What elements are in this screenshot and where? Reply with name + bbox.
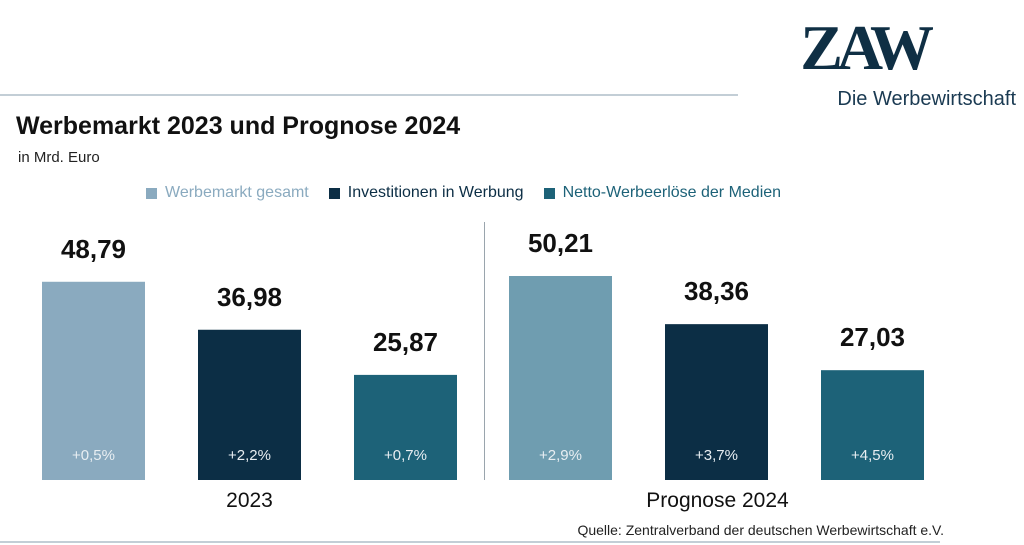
bar-1-series-1 — [42, 281, 145, 480]
logo-tagline: Die Werbewirtschaft — [837, 88, 1016, 110]
change-label: +2,2% — [228, 447, 271, 464]
top-rule — [0, 94, 738, 96]
legend-label-series-2: Investitionen in Werbung — [347, 184, 524, 201]
bar-2-series-1 — [509, 276, 612, 480]
legend-swatch-series-2 — [328, 187, 340, 199]
category-label: 2023 — [226, 489, 273, 512]
legend-item-series-1: Werbemarkt gesamt — [146, 184, 309, 202]
value-label: 25,87 — [373, 327, 438, 357]
bar-2-series-3 — [821, 370, 924, 480]
change-label: +0,5% — [72, 447, 115, 464]
legend: Werbemarkt gesamt Investitionen in Werbu… — [146, 184, 781, 202]
bar-1-series-2 — [198, 329, 301, 480]
group-divider — [484, 222, 485, 480]
category-label: Prognose 2024 — [646, 489, 789, 512]
change-label: +3,7% — [695, 447, 738, 464]
logo-wordmark: ZAW — [800, 12, 934, 83]
legend-label-series-1: Werbemarkt gesamt — [165, 184, 309, 201]
change-label: +4,5% — [851, 447, 894, 464]
change-label: +0,7% — [384, 447, 427, 464]
legend-swatch-series-3 — [543, 187, 555, 199]
legend-item-series-3: Netto-Werbeerlöse der Medien — [543, 184, 782, 202]
value-label: 48,79 — [61, 234, 126, 264]
value-label: 38,36 — [684, 276, 749, 306]
bar-2-series-2 — [665, 324, 768, 480]
value-label: 50,21 — [528, 228, 593, 258]
value-label: 36,98 — [217, 282, 282, 312]
legend-item-series-2: Investitionen in Werbung — [328, 184, 524, 202]
source-note: Quelle: Zentralverband der deutschen Wer… — [577, 522, 944, 538]
chart-title: Werbemarkt 2023 und Prognose 2024 — [16, 112, 461, 140]
zaw-logo: ZAW Die Werbewirtschaft — [800, 14, 1016, 114]
legend-swatch-series-1 — [146, 187, 157, 199]
legend-label-series-3: Netto-Werbeerlöse der Medien — [562, 184, 782, 201]
bar-1-series-3 — [354, 374, 457, 480]
bottom-rule — [0, 541, 940, 543]
change-label: +2,9% — [539, 447, 582, 464]
value-label: 27,03 — [840, 322, 905, 352]
chart-subtitle: in Mrd. Euro — [18, 149, 100, 166]
